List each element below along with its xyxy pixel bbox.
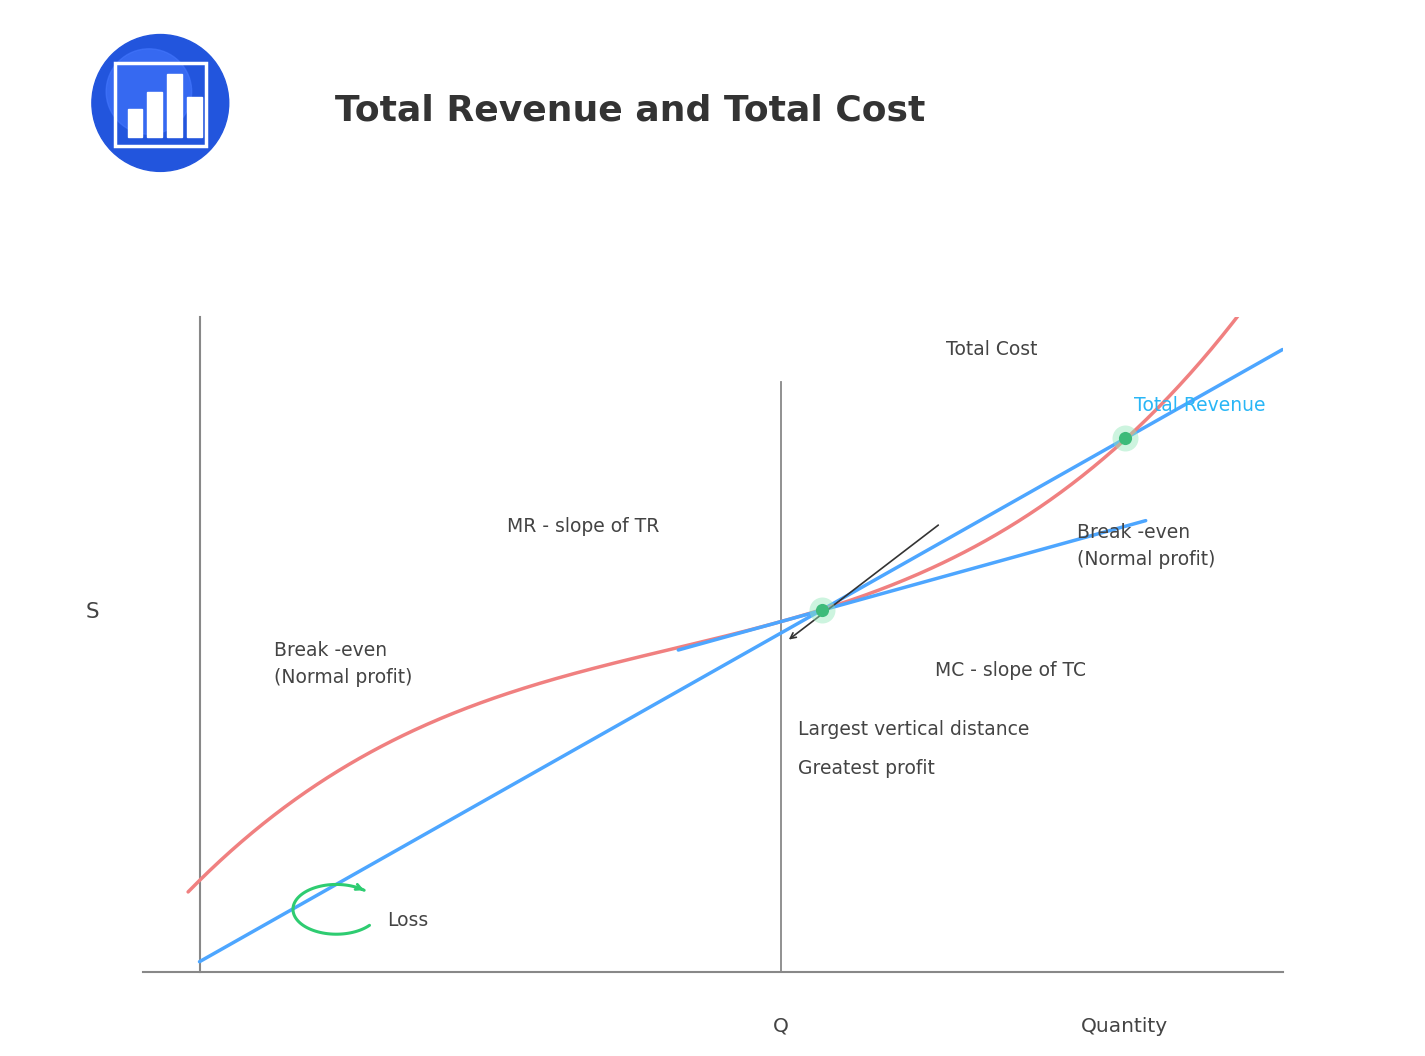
Point — [1114, 430, 1137, 447]
Text: MR - slope of TR: MR - slope of TR — [507, 516, 660, 535]
Bar — [127, 109, 141, 137]
Text: Largest vertical distance: Largest vertical distance — [798, 720, 1029, 739]
Point — [811, 602, 834, 619]
Point — [1114, 430, 1137, 447]
Text: MC - slope of TC: MC - slope of TC — [935, 661, 1086, 680]
Bar — [147, 92, 162, 137]
Text: Total Cost: Total Cost — [946, 340, 1037, 359]
Circle shape — [91, 35, 229, 171]
Text: S: S — [86, 603, 100, 622]
Text: Total Revenue: Total Revenue — [1134, 396, 1265, 415]
Bar — [188, 97, 202, 137]
Text: Loss: Loss — [388, 911, 429, 930]
Text: Break -even
(Normal profit): Break -even (Normal profit) — [1077, 523, 1216, 569]
Text: Quantity: Quantity — [1082, 1017, 1168, 1036]
Text: Break -even
(Normal profit): Break -even (Normal profit) — [274, 641, 412, 686]
Circle shape — [105, 49, 192, 134]
Text: Greatest profit: Greatest profit — [798, 759, 935, 778]
Bar — [114, 63, 207, 146]
Text: Q: Q — [772, 1017, 789, 1036]
Bar — [168, 74, 182, 137]
Point — [811, 602, 834, 619]
Text: Total Revenue and Total Cost: Total Revenue and Total Cost — [335, 94, 925, 128]
